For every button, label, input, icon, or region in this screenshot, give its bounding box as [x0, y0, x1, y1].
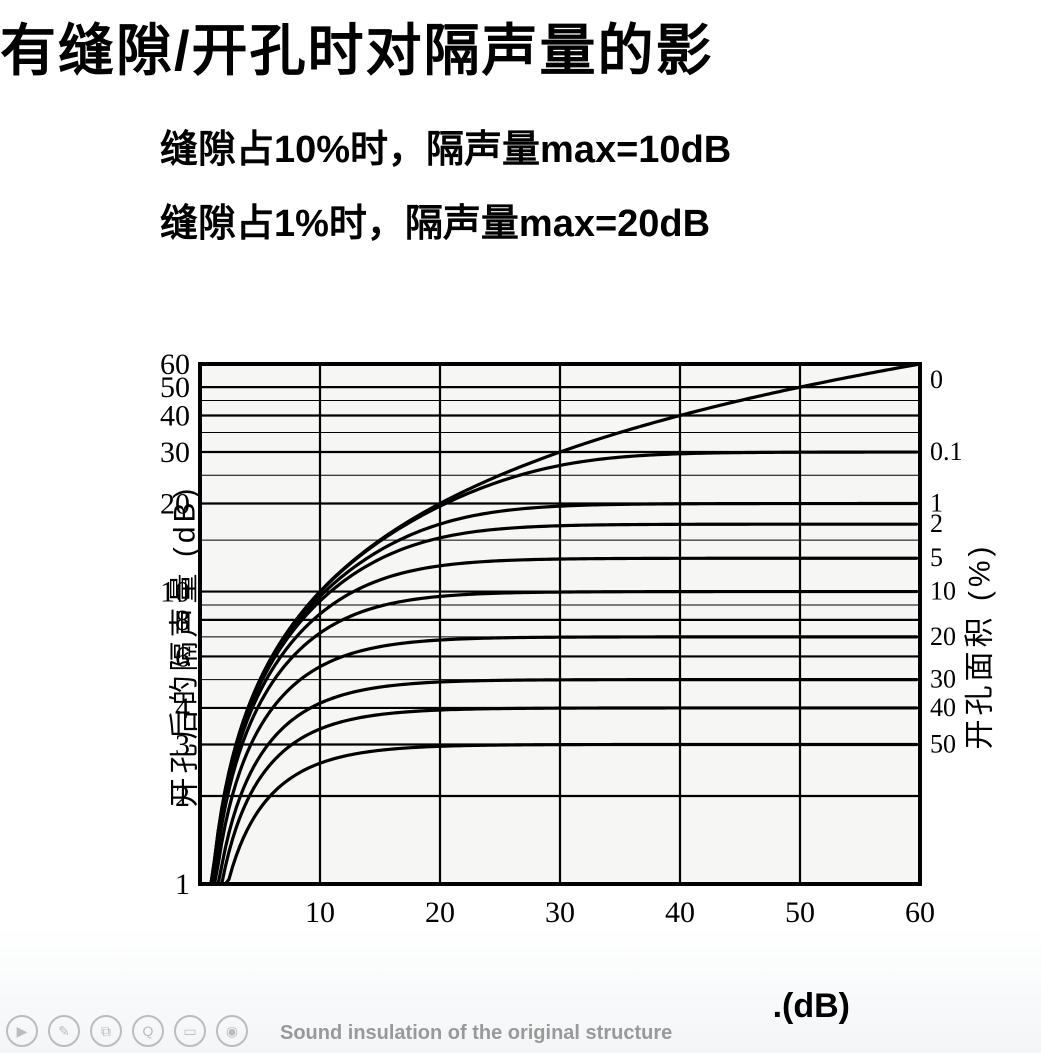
copy-icon[interactable]: ⧉: [90, 1015, 122, 1047]
subtitle-2: 缝隙占1%时，隔声量max=20dB: [160, 192, 710, 247]
chart-svg: 12346810203040506010203040506000.1125102…: [90, 336, 990, 956]
svg-text:10: 10: [930, 577, 956, 606]
svg-text:5: 5: [930, 543, 943, 572]
y-axis-label: 开孔后的隔声量 (dB): [160, 484, 204, 807]
x-axis-label: .(dB): [773, 987, 850, 1026]
svg-text:1: 1: [175, 868, 190, 901]
svg-text:30: 30: [160, 436, 190, 469]
svg-text:30: 30: [545, 896, 575, 929]
svg-text:40: 40: [665, 896, 695, 929]
svg-text:10: 10: [305, 896, 335, 929]
svg-text:50: 50: [785, 896, 815, 929]
svg-text:2: 2: [930, 509, 943, 538]
svg-text:60: 60: [160, 348, 190, 381]
svg-text:60: 60: [905, 896, 935, 929]
page-title: 有缝隙/开孔时对隔声量的影: [0, 0, 1041, 87]
svg-text:0.1: 0.1: [930, 437, 963, 466]
record-icon[interactable]: ◉: [216, 1015, 248, 1047]
svg-text:50: 50: [930, 729, 956, 758]
play-icon[interactable]: ▶: [6, 1015, 38, 1047]
subtitle-1: 缝隙占10%时，隔声量max=10dB: [160, 118, 731, 173]
toolbar: ▶ ✎ ⧉ Q ▭ ◉: [6, 1015, 248, 1047]
svg-text:40: 40: [930, 693, 956, 722]
chart-container: 开孔后的隔声量 (dB) 开孔面积 (%) .(dB) 123468102030…: [90, 336, 990, 956]
svg-text:30: 30: [930, 665, 956, 694]
zoom-icon[interactable]: Q: [132, 1015, 164, 1047]
svg-text:40: 40: [160, 399, 190, 432]
svg-text:0: 0: [930, 365, 943, 394]
screen-icon[interactable]: ▭: [174, 1015, 206, 1047]
svg-text:20: 20: [930, 622, 956, 651]
svg-text:20: 20: [425, 896, 455, 929]
right-axis-label: 开孔面积 (%): [955, 543, 999, 750]
pencil-icon[interactable]: ✎: [48, 1015, 80, 1047]
caption: Sound insulation of the original structu…: [280, 1022, 672, 1045]
